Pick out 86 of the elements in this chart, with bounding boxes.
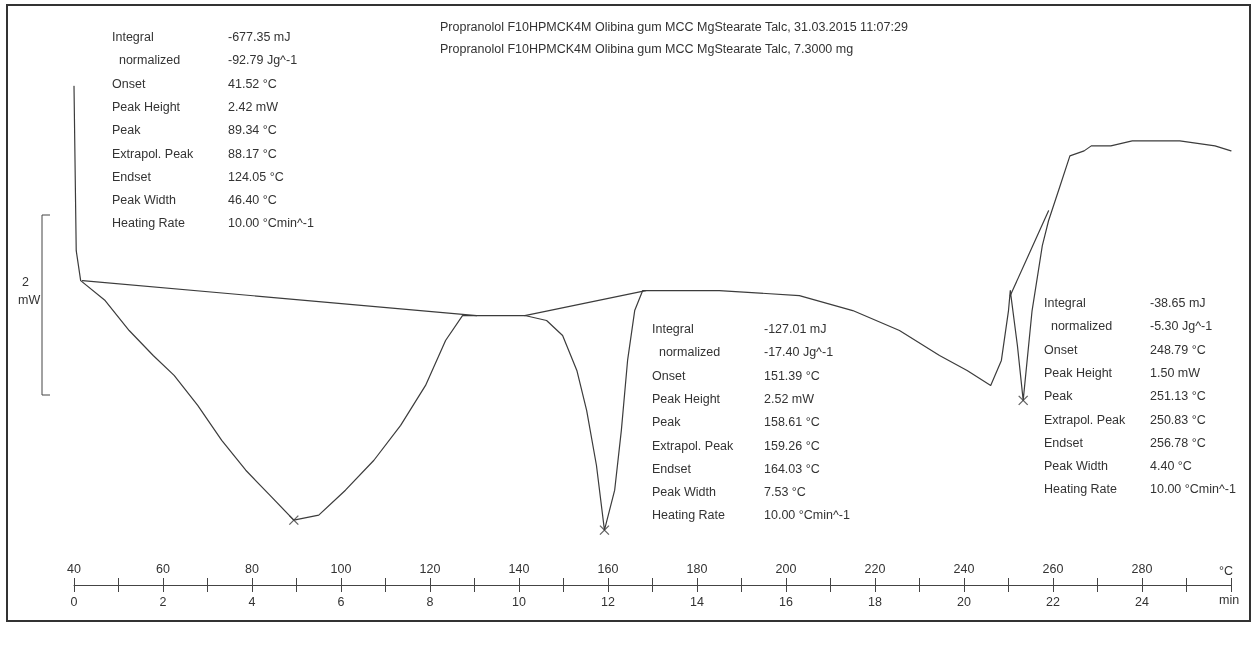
x-tick-label: 160 [597, 561, 619, 576]
annotation: Onset [1044, 342, 1078, 358]
x2-tick-label: 14 [690, 594, 704, 609]
x-tick-label: 40 [67, 561, 81, 576]
annotation: Extrapol. Peak [1044, 412, 1126, 428]
annotation: Integral [1044, 296, 1086, 311]
annotation: -17.40 Jg^-1 [764, 345, 834, 361]
x2-tick-label: 16 [779, 594, 793, 609]
annotation: Peak [652, 415, 681, 431]
annotation: Peak [1044, 389, 1073, 405]
annotation: 46.40 °C [228, 193, 277, 209]
x2-tick-label: 2 [159, 594, 167, 609]
annotation: Heating Rate [112, 216, 185, 232]
chart-title: Propranolol F10HPMCK4M Olibina gum MCC MgStearate Talc, 31.03.2015 11:07:29 [440, 20, 908, 35]
annotation: Peak Height [652, 391, 721, 407]
x2-tick-label: 20 [957, 594, 971, 609]
x2-axis-title: min [1219, 592, 1240, 607]
annotation: 10.00 °Cmin^-1 [228, 216, 314, 232]
x2-tick-label: 10 [512, 594, 526, 609]
annotation: normalized [657, 345, 721, 361]
annotation: 158.61 °C [764, 415, 820, 431]
annotation: Peak [112, 123, 141, 139]
annotation: 164.03 °C [764, 461, 820, 477]
x-tick-label: 200 [775, 561, 797, 576]
x2-tick-label: 24 [1135, 594, 1149, 609]
x2-tick-label: 18 [868, 594, 882, 609]
x2-tick-label: 4 [248, 594, 256, 609]
x2-tick-label: 6 [337, 594, 345, 609]
text: mW [18, 293, 41, 308]
annotation: 10.00 °Cmin^-1 [1150, 482, 1236, 498]
annotation: 89.34 °C [228, 123, 277, 139]
annotation: 88.17 °C [228, 146, 277, 162]
annotation: 4.40 °C [1150, 459, 1192, 475]
annotation: 151.39 °C [764, 368, 820, 384]
x-tick-label: 240 [953, 561, 975, 576]
annotation: Onset [112, 76, 146, 92]
text: normalized [117, 53, 181, 69]
annotation: -127.01 mJ [764, 322, 827, 337]
annotation: Heating Rate [1044, 482, 1117, 498]
x2-tick-label: 12 [601, 594, 615, 609]
annotation: 2.42 mW [228, 99, 279, 115]
annotation: Onset [652, 368, 686, 384]
x-tick-label: 260 [1042, 561, 1064, 576]
x2-tick-label: 22 [1046, 594, 1060, 609]
x-tick-label: 180 [686, 561, 708, 576]
annotation: -38.65 mJ [1150, 296, 1206, 311]
annotation: 251.13 °C [1150, 389, 1206, 405]
annotation: 124.05 °C [228, 169, 284, 185]
chart-subtitle: Propranolol F10HPMCK4M Olibina gum MCC MgStearate Talc, 7.3000 mg [440, 42, 854, 57]
x2-tick-label: 0 [70, 594, 78, 609]
annotation: 256.78 °C [1150, 435, 1206, 451]
annotation: 41.52 °C [228, 76, 277, 92]
annotation: Peak Height [1044, 365, 1113, 381]
annotation: 248.79 °C [1150, 342, 1206, 358]
x-tick-label: 140 [508, 561, 530, 576]
annotation: 159.26 °C [764, 438, 820, 454]
x-tick-label: 280 [1131, 561, 1153, 576]
annotation: Extrapol. Peak [112, 146, 194, 162]
x2-tick-label: 8 [426, 594, 434, 609]
annotation: Peak Width [652, 485, 716, 501]
annotation: Heating Rate [652, 508, 725, 524]
annotation: Peak Width [112, 193, 176, 209]
annotation: Endset [112, 169, 151, 185]
text: 2 [22, 275, 29, 290]
annotation: 7.53 °C [764, 485, 806, 501]
annotation: Peak Height [112, 99, 181, 115]
text: -677.35 mJ [228, 30, 291, 45]
annotation: normalized [1049, 319, 1113, 335]
text: -92.79 Jg^-1 [228, 53, 298, 69]
annotation: 1.50 mW [1150, 365, 1201, 381]
annotation: Extrapol. Peak [652, 438, 734, 454]
annotation: Endset [652, 461, 691, 477]
annotation: 10.00 °Cmin^-1 [764, 508, 850, 524]
x-tick-label: 60 [156, 561, 170, 576]
annotation: 2.52 mW [764, 391, 815, 407]
annotation: Endset [1044, 435, 1083, 451]
x-tick-label: 120 [419, 561, 441, 576]
x-tick-label: 80 [245, 561, 259, 576]
text: Integral [112, 30, 154, 45]
annotation: Peak Width [1044, 459, 1108, 475]
x-tick-label: 220 [864, 561, 886, 576]
annotation: 250.83 °C [1150, 412, 1206, 428]
annotation: -5.30 Jg^-1 [1150, 319, 1213, 335]
x-axis-title: °C [1219, 563, 1234, 578]
annotation: Integral [652, 322, 694, 337]
x-tick-label: 100 [330, 561, 352, 576]
